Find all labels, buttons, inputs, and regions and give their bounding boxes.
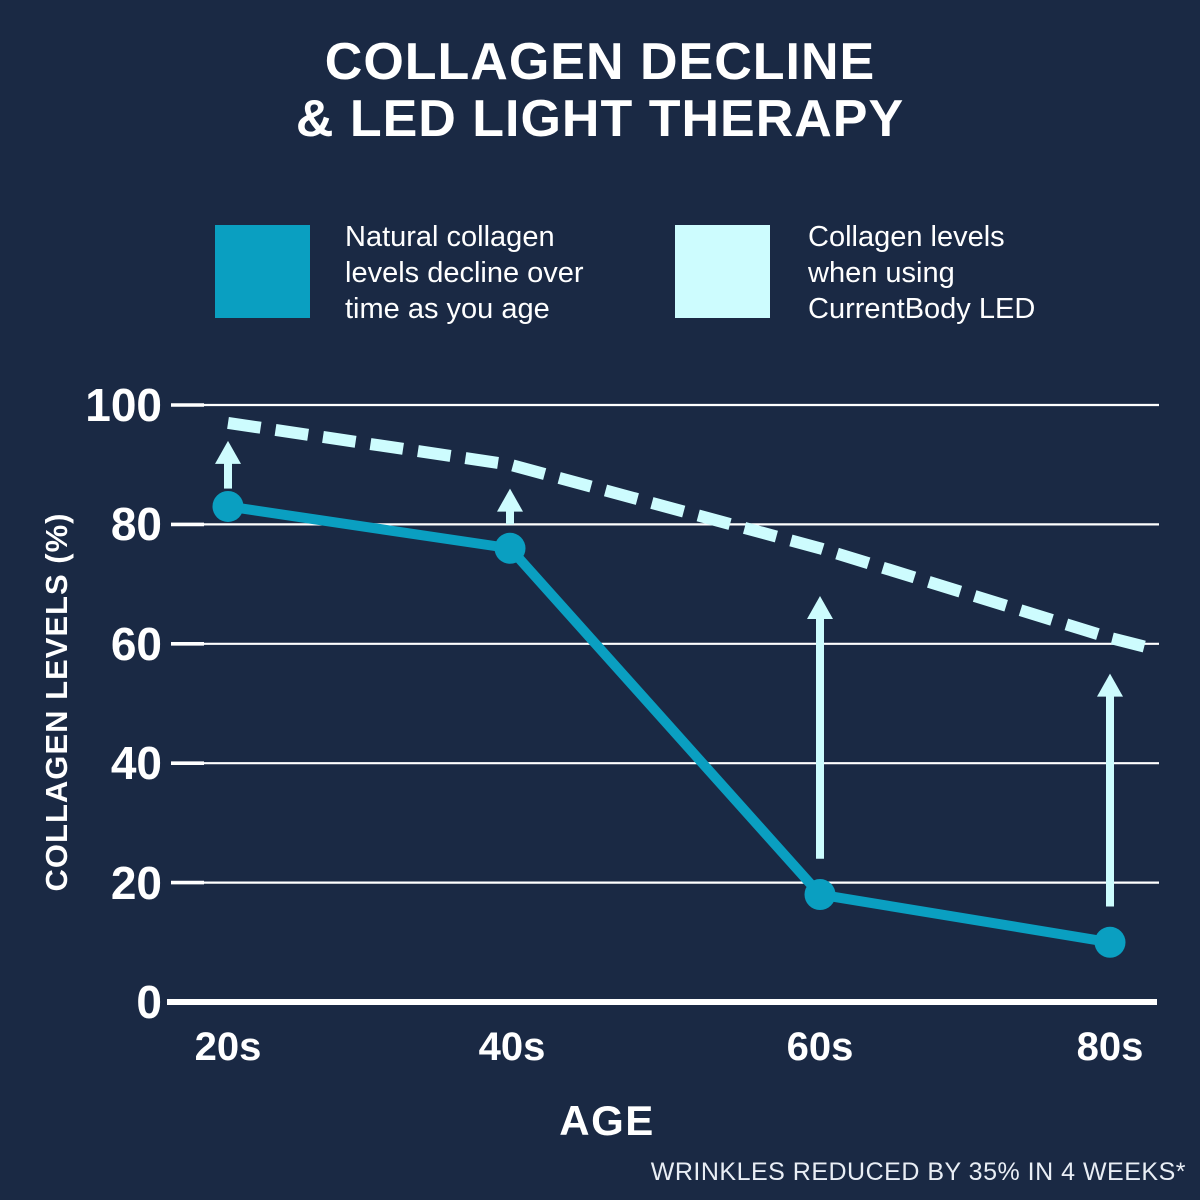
y-tick-0: 0 [136, 976, 162, 1028]
y-tick-40: 40 [110, 737, 162, 789]
led-collagen-line [227, 416, 1159, 656]
improvement-arrow-head-40s [497, 488, 523, 512]
y-tick-100: 100 [85, 379, 162, 431]
footnote: WRINKLES REDUCED BY 35% IN 4 WEEKS* [650, 1158, 1186, 1186]
legend-label-led: Collagen levels when using CurrentBody L… [808, 221, 1036, 325]
y-tick-80: 80 [110, 498, 162, 550]
x-axis-label: AGE [559, 1097, 655, 1144]
natural-collagen-point-40s [494, 532, 526, 564]
improvement-arrow-head-60s [807, 596, 833, 620]
natural-collagen-point-60s [804, 879, 836, 911]
legend-swatch-led [675, 225, 770, 318]
legend-label-natural: Natural collagen levels decline over tim… [345, 221, 584, 325]
improvement-arrow-head-20s [215, 440, 241, 464]
page-title: COLLAGEN DECLINE & LED LIGHT THERAPY [0, 34, 1200, 148]
natural-collagen-point-80s [1094, 926, 1126, 958]
natural-collagen-point-20s [212, 490, 244, 522]
y-tick-60: 60 [110, 618, 162, 670]
y-axis-label: COLLAGEN LEVELS (%) [39, 512, 74, 892]
y-tick-20: 20 [110, 857, 162, 909]
natural-collagen-line [223, 501, 1115, 948]
x-tick-40s: 40s [478, 1025, 546, 1069]
x-tick-60s: 60s [786, 1025, 854, 1069]
x-tick-20s: 20s [194, 1025, 262, 1069]
page-title-line-2: & LED LIGHT THERAPY [295, 90, 905, 148]
page-title-line-1: COLLAGEN DECLINE [324, 33, 876, 91]
legend-swatch-natural [215, 225, 310, 318]
improvement-arrow-head-80s [1097, 673, 1123, 697]
x-tick-80s: 80s [1076, 1025, 1144, 1069]
